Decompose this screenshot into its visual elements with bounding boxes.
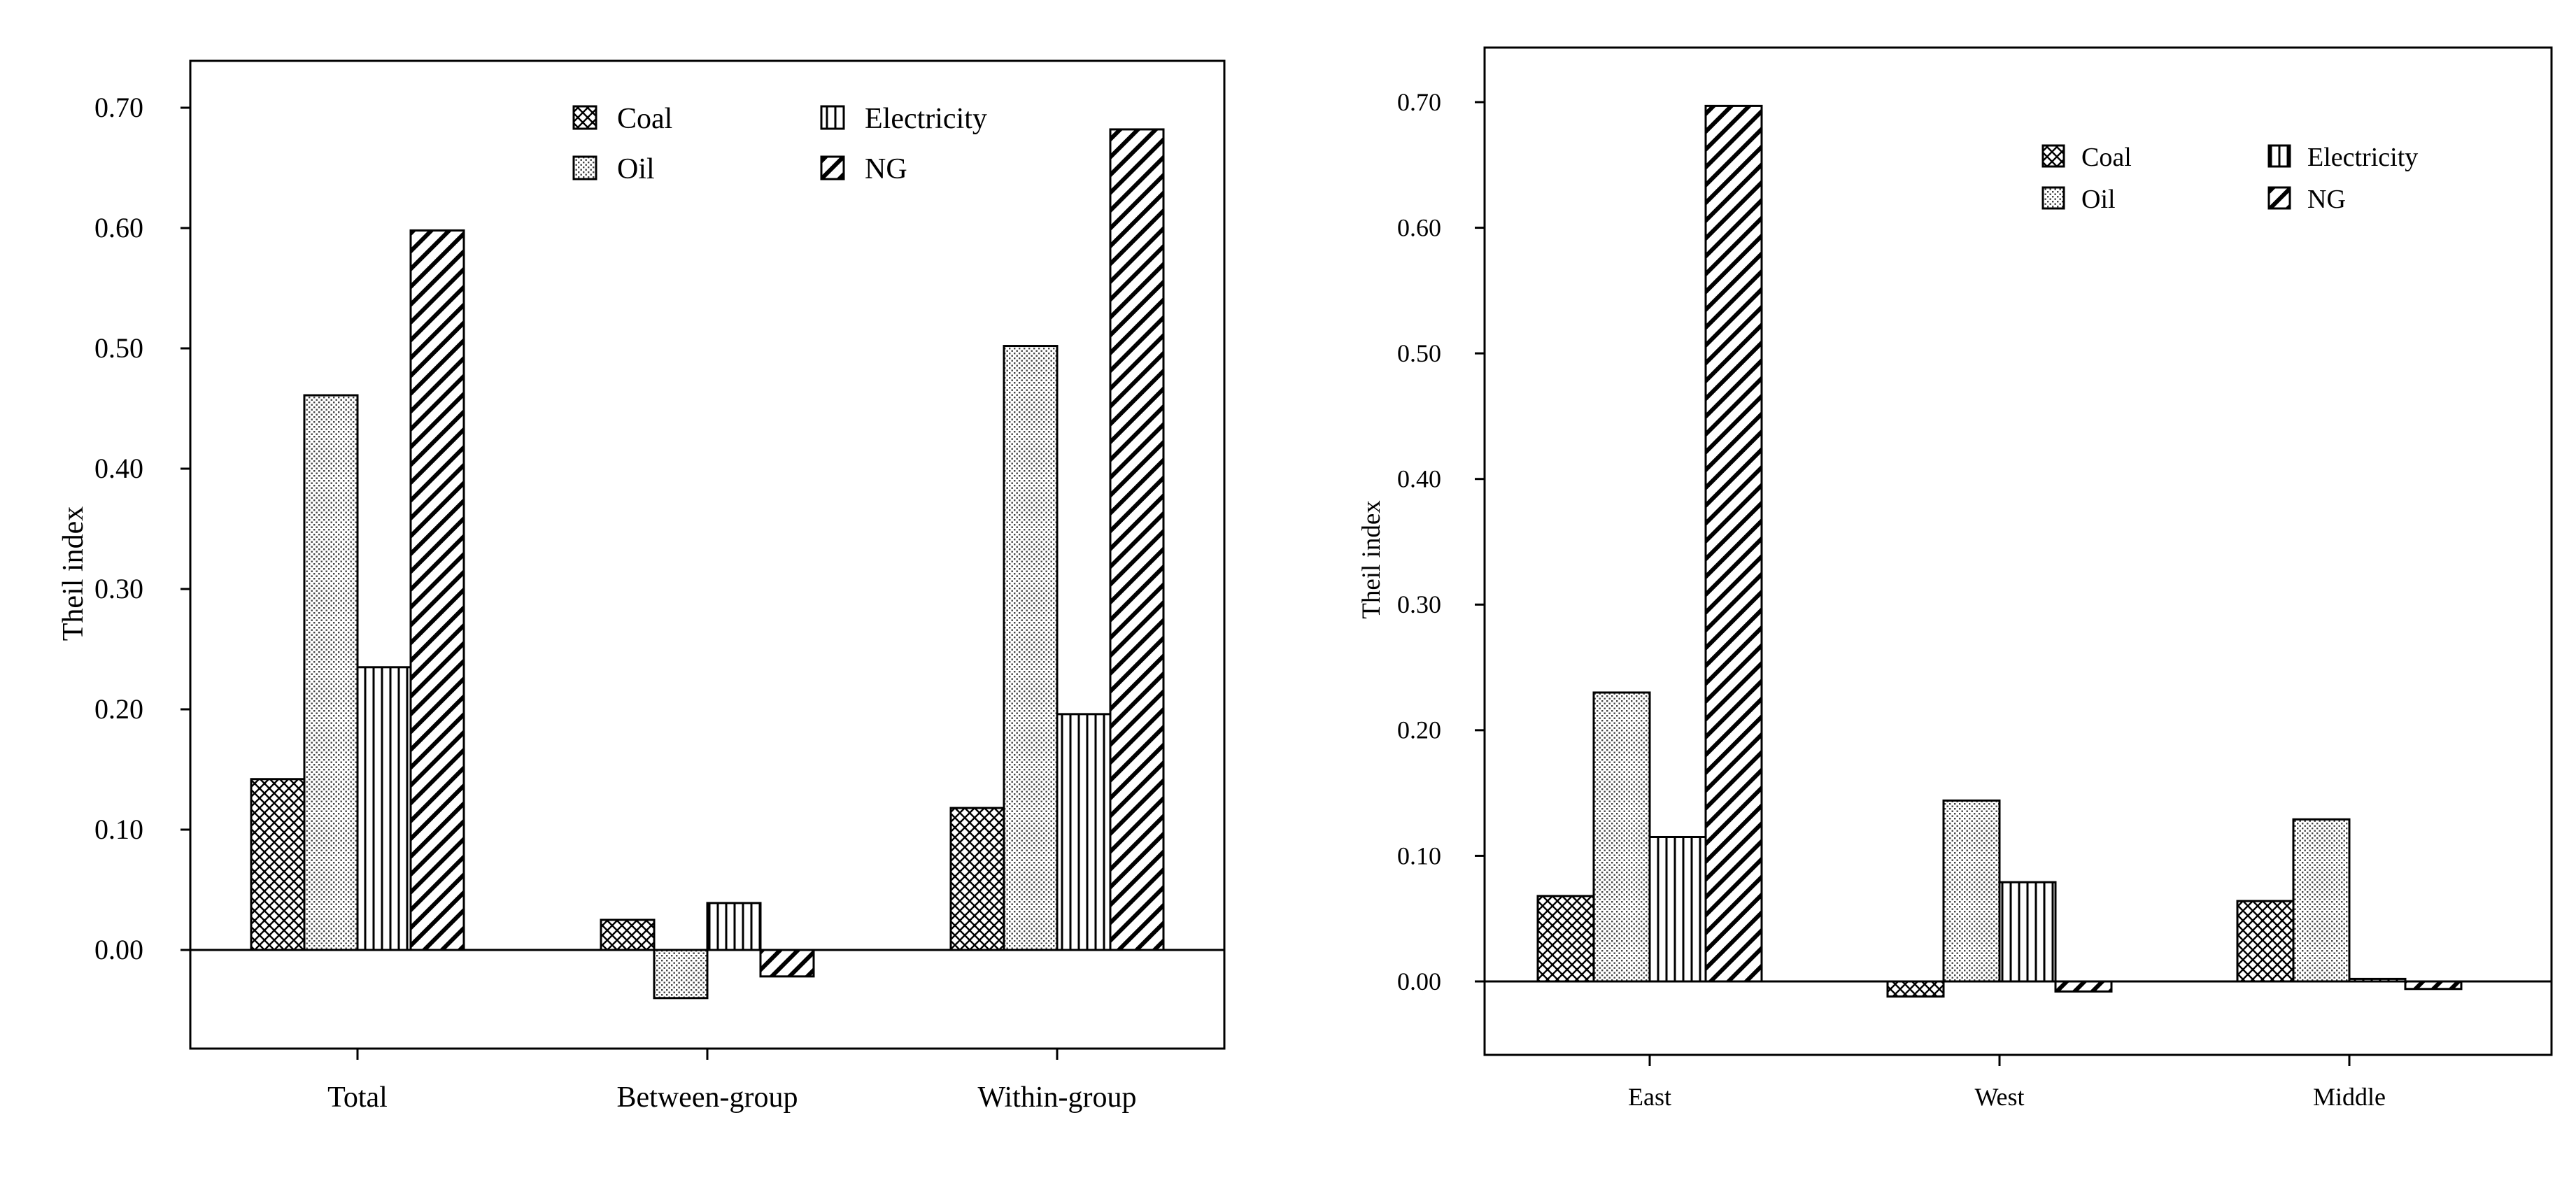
chart-right-legend: Coal Oil Electricity NG — [2041, 143, 2418, 214]
chart-right-y-tick-label: 0.70 — [1397, 88, 1441, 116]
chart-right-legend-swatch-ng — [2267, 186, 2291, 210]
chart-right-legend-label-oil: Oil — [2081, 185, 2116, 214]
chart-left-y-tick-label: 0.00 — [94, 934, 143, 965]
chart-left-bar-within-group-ng — [1109, 128, 1165, 951]
chart-right-bar-east-coal — [1536, 895, 1595, 983]
chart-right-legend-item-electricity: Electricity — [2267, 143, 2418, 172]
chart-left-bar-between-group-coal — [600, 918, 656, 951]
chart-left-legend-item-coal: Coal — [572, 103, 672, 135]
chart-left-legend-swatch-electricity — [820, 105, 845, 130]
chart-right-bar-middle-oil — [2292, 818, 2351, 983]
chart-right-bar-east-oil — [1592, 691, 1651, 983]
chart-right-x-tick-label: East — [1628, 1083, 1671, 1111]
chart-left-y-label: Theil index — [57, 506, 90, 641]
chart-left-y-tick-label: 0.10 — [94, 814, 143, 845]
chart-left-legend: Coal Oil Electricity NG — [572, 103, 987, 185]
chart-left-x-tick-label: Within-group — [978, 1081, 1137, 1114]
chart-left-bar-within-group-oil — [1003, 345, 1059, 951]
chart-right-legend-item-ng: NG — [2267, 185, 2346, 214]
chart-left-bar-total-electricity — [356, 666, 412, 951]
chart-right-y-tick-label: 0.10 — [1397, 842, 1441, 870]
chart-right-bar-middle-ng — [2404, 980, 2463, 991]
chart-left-bar-total-oil — [303, 394, 359, 951]
chart-left-bar-between-group-ng — [759, 949, 815, 978]
chart-left-y-tick-label: 0.20 — [94, 693, 143, 725]
chart-left-bar-total-coal — [250, 778, 306, 951]
chart-right-bar-east-ng — [1704, 104, 1763, 983]
chart-left-legend-label-coal: Coal — [617, 103, 672, 135]
chart-left-y-tick-label: 0.40 — [94, 453, 143, 484]
chart-right-legend-swatch-electricity — [2267, 144, 2291, 168]
chart-left-y-tick-label: 0.30 — [94, 573, 143, 604]
chart-left-x-tick-label: Total — [327, 1081, 388, 1114]
chart-right-bar-east-electricity — [1648, 835, 1707, 983]
chart-left-legend-label-oil: Oil — [617, 153, 655, 185]
chart-left-y-tick-label: 0.60 — [94, 212, 143, 243]
chart-left-bar-between-group-oil — [653, 949, 709, 1000]
chart-right-y-tick-label: 0.00 — [1397, 967, 1441, 995]
chart-right-frame — [1483, 46, 2553, 1056]
chart-right-legend-label-coal: Coal — [2081, 143, 2132, 172]
chart-right-x-tick-label: Middle — [2313, 1083, 2386, 1111]
chart-right-y-tick-label: 0.30 — [1397, 590, 1441, 618]
chart-right-legend-swatch-oil — [2041, 186, 2065, 210]
chart-left-legend-item-electricity: Electricity — [820, 103, 987, 135]
chart-left-y-tick-label: 0.50 — [94, 332, 143, 364]
chart-right-x-tick-label: West — [1974, 1083, 2024, 1111]
chart-right-y-tick-label: 0.20 — [1397, 716, 1441, 744]
chart-left-x-tick-label: Between-group — [617, 1081, 798, 1114]
chart-left-legend-item-oil: Oil — [572, 153, 655, 185]
chart-right-legend-item-coal: Coal — [2041, 143, 2132, 172]
chart-right-legend-label-electricity: Electricity — [2307, 143, 2418, 172]
chart-right-y-tick-label: 0.40 — [1397, 465, 1441, 493]
chart-left-legend-label-ng: NG — [865, 153, 907, 185]
chart-left-legend-label-electricity: Electricity — [865, 103, 987, 135]
chart-right-legend-swatch-coal — [2041, 144, 2065, 168]
chart-left-legend-swatch-oil — [572, 155, 597, 180]
chart-left: 0.00 0.10 0.20 0.30 0.40 0.50 0.60 0.70 Total Be… — [57, 59, 1226, 1114]
chart-right-axis-x: East West Middle — [1628, 1055, 2386, 1111]
chart-right-bar-west-oil — [1942, 799, 2001, 983]
chart-right-y-label: Theil index — [1357, 500, 1386, 619]
chart-left-bar-within-group-electricity — [1056, 713, 1112, 951]
chart-left-bars — [190, 128, 1224, 1000]
chart-left-axis-x: Total Between-group Within-group — [327, 1049, 1136, 1114]
chart-right-legend-item-oil: Oil — [2041, 185, 2116, 214]
chart-left-legend-swatch-coal — [572, 105, 597, 130]
chart-right-y-tick-label: 0.50 — [1397, 339, 1441, 367]
chart-left-bar-within-group-coal — [949, 807, 1005, 951]
chart-left-axis-y: 0.00 0.10 0.20 0.30 0.40 0.50 0.60 0.70 — [94, 92, 190, 965]
chart-left-legend-swatch-ng — [820, 155, 845, 180]
chart-right-bars — [1485, 104, 2552, 998]
chart-right-bar-middle-coal — [2236, 900, 2295, 983]
chart-left-bar-total-ng — [409, 229, 465, 951]
chart-right-bar-west-coal — [1886, 980, 1945, 998]
chart-left-legend-item-ng: NG — [820, 153, 907, 185]
chart-right-axis-y: 0.00 0.10 0.20 0.30 0.40 0.50 0.60 0.70 — [1397, 88, 1485, 995]
chart-right-y-tick-label: 0.60 — [1397, 213, 1441, 241]
chart-right-legend-label-ng: NG — [2307, 185, 2346, 214]
chart-left-y-tick-label: 0.70 — [94, 92, 143, 123]
chart-left-bar-between-group-electricity — [706, 902, 762, 951]
chart-right-bar-west-ng — [2054, 980, 2113, 993]
chart-right: 0.00 0.10 0.20 0.30 0.40 0.50 0.60 0.70 East Wes… — [1357, 46, 2553, 1111]
chart-right-bar-west-electricity — [1998, 881, 2057, 983]
